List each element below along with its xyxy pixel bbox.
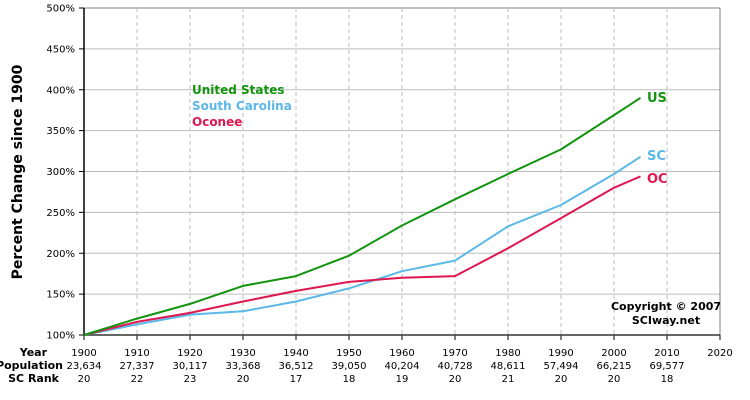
year-cell: 1940 [283,348,308,359]
legend-united-states: United States [192,83,285,97]
y-tick-label: 500% [46,4,75,15]
year-cell: 1960 [389,348,414,359]
series-line-sc [83,155,642,336]
year-cell: 2010 [654,348,679,359]
y-tick-label: 450% [46,44,75,55]
legend-south-carolina: South Carolina [192,99,292,113]
rank-cell: 20 [608,374,621,385]
population-cell: 40,728 [438,361,473,372]
year-cell: 1900 [71,348,96,359]
end-label-oc: OC [647,172,668,187]
y-tick-label: 100% [46,331,75,342]
population-cell: 27,337 [120,361,155,372]
rank-cell: 21 [502,374,515,385]
rank-cell: 18 [343,374,356,385]
rank-cell: 20 [237,374,250,385]
population-cell: 36,512 [279,361,314,372]
rank-cell: 17 [290,374,303,385]
year-cell: 1920 [177,348,202,359]
population-cell: 66,215 [597,361,632,372]
rank-cell: 23 [184,374,197,385]
y-tick-label: 250% [46,208,75,219]
row-header-population: Population [0,359,63,372]
population-cell: 23,634 [67,361,102,372]
grid [84,7,720,335]
y-tick-label: 150% [46,290,75,301]
y-tick-label: 200% [46,249,75,260]
year-cell: 1950 [336,348,361,359]
data-lines [83,97,642,336]
year-cell: 2000 [601,348,626,359]
population-cell: 40,204 [385,361,420,372]
row-header-sc-rank: SC Rank [8,372,60,385]
rank-cell: 20 [555,374,568,385]
axes: 100% 150% 200% 250% 300% 350% 400% 450% 500% [46,4,721,342]
population-cell: 48,611 [491,361,526,372]
end-label-us: US [647,91,667,106]
y-axis-title: Percent Change since 1900 [10,64,26,279]
year-cell: 1970 [442,348,467,359]
year-cell: 1930 [230,348,255,359]
year-cell: 1990 [548,348,573,359]
y-tick-label: 300% [46,167,75,178]
year-cell: 2020 [707,348,732,359]
row-header-year: Year [19,346,48,359]
population-cell: 33,368 [226,361,261,372]
population-cell: 39,050 [332,361,367,372]
population-cell: 57,494 [544,361,579,372]
population-cell: 30,117 [173,361,208,372]
rank-cell: 20 [449,374,462,385]
copyright-text: Copyright © 2007 [611,300,721,313]
year-cell: 1980 [495,348,520,359]
rank-cell: 18 [661,374,674,385]
rank-cell: 20 [78,374,91,385]
year-cell: 1910 [124,348,149,359]
rank-cell: 22 [131,374,144,385]
population-cell: 69,577 [650,361,685,372]
data-table: 190023,63420191027,33722192030,117231930… [67,348,733,385]
series-line-us [83,97,642,336]
rank-cell: 19 [396,374,409,385]
series-line-oc [83,175,641,336]
end-label-sc: SC [647,149,666,164]
y-tick-label: 400% [46,85,75,96]
site-text: SCIway.net [632,314,700,327]
y-tick-label: 350% [46,126,75,137]
legend-oconee: Oconee [192,115,242,129]
